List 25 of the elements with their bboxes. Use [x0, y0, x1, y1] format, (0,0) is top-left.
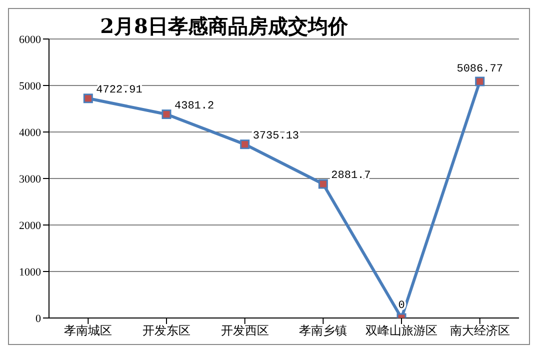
y-tick-label: 3000	[19, 173, 42, 186]
x-tick-label: 双峰山旅游区	[366, 324, 438, 338]
x-tick-label: 开发东区	[142, 324, 190, 338]
data-label: 5086.77	[456, 63, 503, 76]
y-tick-label: 1000	[19, 266, 42, 278]
y-tick-label: 5000	[19, 80, 42, 92]
y-tick-label: 6000	[19, 34, 42, 46]
x-tick-label: 孝南城区	[64, 324, 112, 338]
point	[240, 140, 250, 150]
x-tick-label: 孝南乡镇	[299, 324, 348, 338]
point	[83, 94, 93, 104]
chart-title: 2月8日孝感商品房成交均价	[100, 14, 348, 38]
point	[475, 76, 485, 86]
y-tick-label: 2000	[19, 220, 42, 232]
data-label: 4722.91	[96, 84, 143, 96]
x-tick-label: 开发西区	[220, 324, 269, 338]
data-label: 2881.7	[331, 170, 371, 182]
data-label: 3735.13	[252, 130, 300, 142]
data-label: 0	[398, 300, 405, 312]
y-tick-label: 0	[36, 312, 42, 325]
y-tick-label: 4000	[19, 126, 42, 139]
x-tick-label: 南大经济区	[450, 324, 510, 338]
point	[162, 110, 172, 120]
data-label: 4381.2	[174, 100, 214, 112]
point	[318, 179, 328, 189]
